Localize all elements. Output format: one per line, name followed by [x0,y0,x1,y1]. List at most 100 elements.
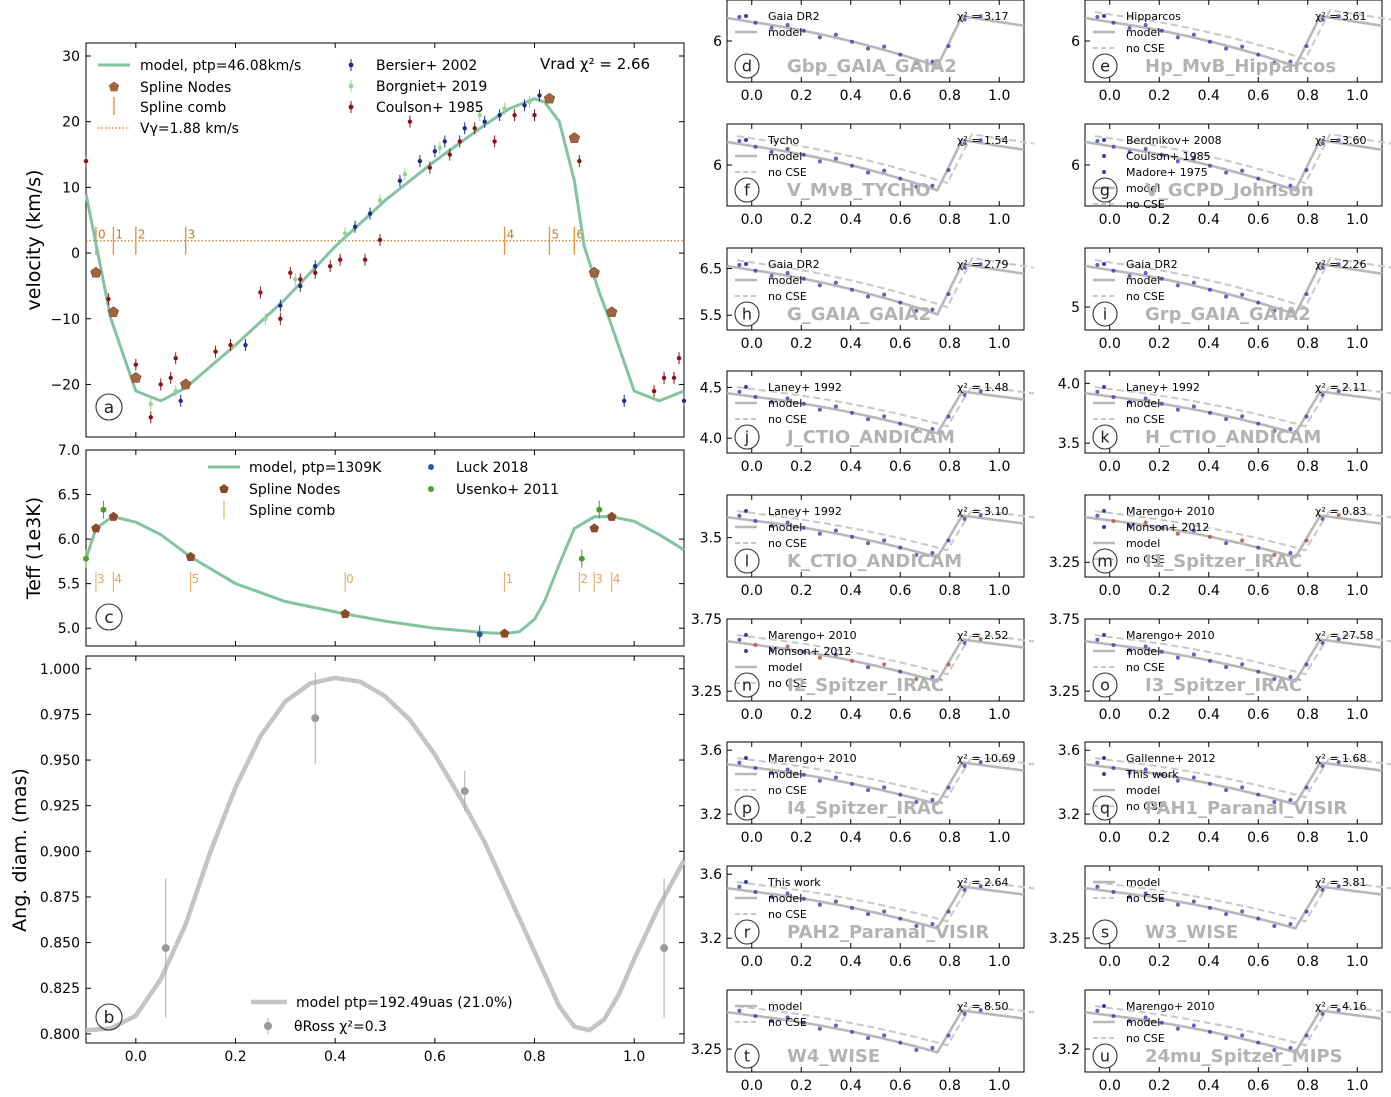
data-point [622,398,627,404]
photometry-data-point [769,399,774,404]
photometry-data-point [1304,785,1309,790]
photometry-data-point [1288,59,1293,64]
photometry-data-point [753,519,758,524]
no-cse-model-line [1094,384,1391,428]
x-tick-label: 0.2 [790,212,812,228]
photometry-data-point [1127,647,1132,652]
photometry-data-point [1336,760,1341,765]
photometry-data-point [1095,1008,1100,1013]
photometry-data-point [833,404,838,409]
photometry-data-point [1175,283,1180,288]
x-tick-label: 1.0 [988,830,1010,846]
photometry-data-point [1224,912,1229,917]
diameter-model-line [85,675,686,1033]
photometry-data-point [1336,138,1341,143]
data-point [243,342,248,348]
photometry-data-point [1224,170,1229,175]
band-name-label: V_MvB_TYCHO [787,180,931,201]
y-tick-label: 3.25 [691,1042,722,1058]
photometry-data-point [930,921,935,926]
photometry-data-point [962,1011,967,1016]
x-tick-label: 0.4 [840,88,862,104]
x-tick-label: 1.0 [623,1049,645,1065]
x-tick-label: 0.8 [1297,459,1319,475]
photometry-data-point [962,141,967,146]
legend-label: Gallenne+ 2012 [1126,752,1216,765]
y-tick-label: 3.25 [1049,684,1080,700]
photometry-data-point [833,1023,838,1028]
chi2-annotation: χ² = 10.69 [957,752,1015,765]
photometry-data-point [1143,520,1148,525]
x-tick-label: 1.0 [988,459,1010,475]
photometry-data-point [1224,1036,1229,1041]
data-point [512,112,517,118]
legend-node-swatch [108,81,120,92]
x-tick-label: 1.0 [988,583,1010,599]
photometry-data-point [1111,395,1116,400]
photometry-data-point [1127,894,1132,899]
photometry-data-point [978,262,983,267]
y-tick-label: 3.2 [1058,1042,1080,1058]
legend-label: no CSE [1126,553,1165,566]
photometry-data-point [833,156,838,161]
photometry-data-point [1095,263,1100,268]
photometry-data-point [753,766,758,771]
legend-dot-swatch [1102,633,1106,637]
legend-label: Marengo+ 2010 [768,752,857,765]
data-point [337,257,343,262]
photometry-data-point [1095,513,1100,518]
y-tick-label: 3.2 [1058,807,1080,823]
panel-o-tag-letter: o [1100,676,1110,695]
data-point [228,342,233,348]
x-tick-label: 0.4 [1198,459,1220,475]
panel-k-tag-letter: k [1100,428,1110,447]
photometry-data-point [1272,60,1277,65]
legend-label: Vγ=1.88 km/s [140,121,239,137]
chi2-annotation: χ² = 2.64 [957,876,1008,889]
panel-d-tag-letter: d [742,57,752,76]
photometry-data-point [1143,1015,1148,1020]
panel-n-tag [734,672,760,698]
y-tick-label: 0.925 [40,799,80,815]
model-line [1084,390,1383,435]
model-line [726,1009,1025,1054]
photometry-data-point [898,52,903,57]
panel-p-tag-letter: p [742,799,752,818]
model-line [726,262,1025,316]
panel-g-tag-letter: g [1100,181,1110,200]
legend-label: no CSE [768,1016,807,1029]
x-tick-label: 0.4 [840,830,862,846]
photometry-data-point [737,15,742,20]
photometry-data-point [1304,292,1309,297]
band-name-label: Gbp_GAIA_GAIA2 [787,56,957,77]
photometry-data-point [1304,168,1309,173]
photometry-data-point [849,410,854,415]
x-tick-label: 0.8 [1297,583,1319,599]
legend-label: Gaia DR2 [768,10,820,23]
photometry-data-point [1191,899,1196,904]
photometry-data-point [962,887,967,892]
photometry-data-point [1240,414,1245,419]
band-name-label: W4_WISE [787,1046,880,1067]
photometry-panel-frame [726,370,1025,454]
photometry-data-point [1304,1033,1309,1038]
photometry-data-point [978,1008,983,1013]
spline-comb-label: 3 [97,572,105,586]
photometry-data-point [1143,644,1148,649]
legend-label: model [768,892,802,905]
chi2-annotation: χ² = 0.83 [1315,505,1366,518]
data-point [681,398,687,404]
photometry-data-point [1127,399,1132,404]
photometry-data-point [1159,152,1164,157]
no-cse-model-line [736,384,1035,428]
photometry-data-point [946,538,951,543]
photometry-data-point [1240,44,1245,49]
x-tick-label: 0.8 [939,583,961,599]
no-cse-model-line [736,1003,1035,1047]
legend-label: no CSE [768,677,807,690]
legend-label: no CSE [768,784,807,797]
model-line [726,390,1025,435]
band-name-label: G_GAIA_GAIA2 [787,304,931,325]
x-tick-label: 0.4 [1198,336,1220,352]
photometry-data-point [1336,637,1341,642]
